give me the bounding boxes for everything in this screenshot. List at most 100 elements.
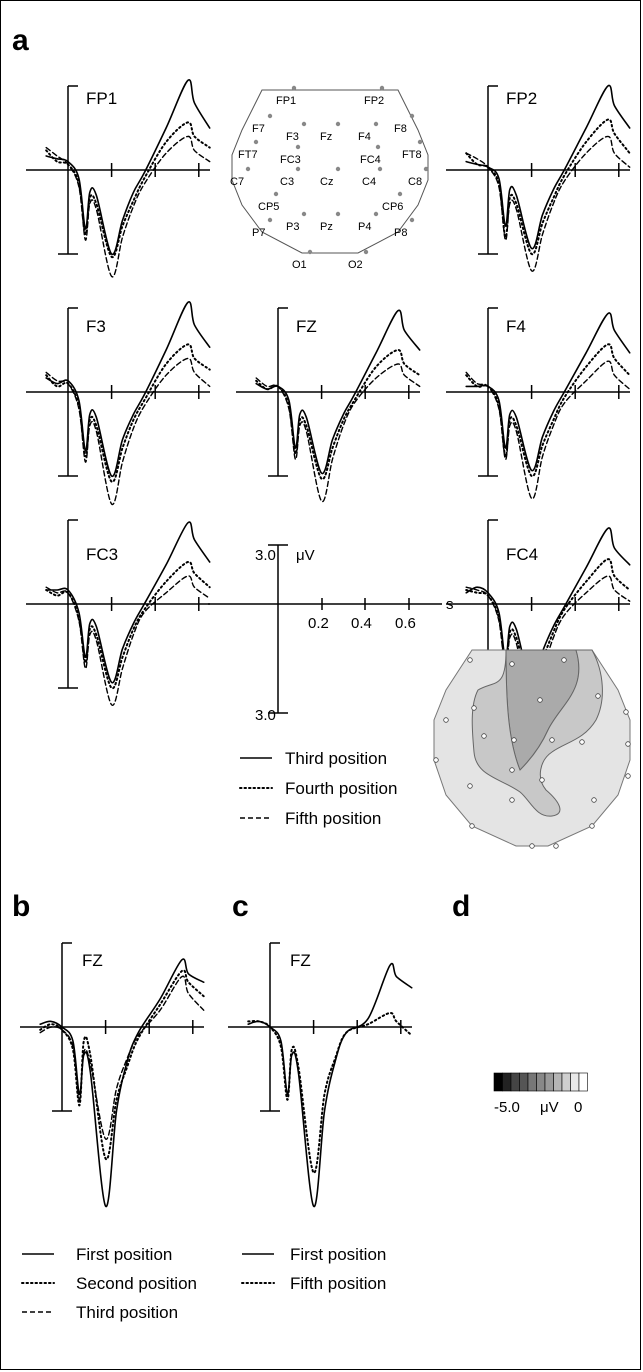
erp-series-third-position <box>45 521 211 684</box>
erp-plot-a-fp1 <box>26 79 211 278</box>
montage-dot <box>375 144 381 150</box>
legend-c-item-first: First position <box>290 1245 386 1264</box>
montage-label-cp6: CP6 <box>382 201 403 213</box>
montage-dot <box>335 166 341 172</box>
electrode-label-fc4: FC4 <box>506 545 538 564</box>
erp-series-fourth-position <box>45 560 211 690</box>
montage-label-c3: C3 <box>280 176 294 188</box>
montage-label-fp1: FP1 <box>276 95 296 107</box>
electrode-label-c-fz: FZ <box>290 951 311 970</box>
montage-dot <box>379 85 385 91</box>
montage-label-pz: Pz <box>320 221 333 233</box>
colorbar-swatch <box>493 1072 503 1092</box>
topo-electrode-dot <box>549 737 555 743</box>
erp-series-fifth-position <box>45 135 211 278</box>
montage-label-c4: C4 <box>362 176 376 188</box>
topo-electrode-dot <box>469 823 475 829</box>
erp-series-fourth-position <box>465 118 631 256</box>
montage-dot <box>409 217 415 223</box>
erp-series-third-position <box>45 79 211 255</box>
erp-series-third-position <box>465 312 631 472</box>
topo-electrode-dot <box>467 783 473 789</box>
electrode-label-fc3: FC3 <box>86 545 118 564</box>
topo-electrode-dot <box>625 741 631 747</box>
colorbar-swatch <box>510 1072 520 1092</box>
erp-series-fifth-position <box>45 575 211 706</box>
montage-dot <box>373 121 379 127</box>
legend-a-item-fourth: Fourth position <box>285 779 397 798</box>
colorbar <box>493 1072 588 1092</box>
erp-plot-a-fc3 <box>26 519 211 706</box>
topo-electrode-dot <box>561 657 567 663</box>
montage-label-p4: P4 <box>358 221 371 233</box>
topo-electrode-dot <box>471 705 477 711</box>
electrode-label-f4: F4 <box>506 317 526 336</box>
scale-x-tick-0.2: 0.2 <box>308 615 329 632</box>
topo-electrode-dot <box>537 697 543 703</box>
montage-label-cp5: CP5 <box>258 201 279 213</box>
montage-label-ft7: FT7 <box>238 149 258 161</box>
montage-dot <box>267 217 273 223</box>
legend-c <box>241 1253 275 1284</box>
electrode-label-fp2: FP2 <box>506 89 537 108</box>
topo-electrode-dot <box>509 661 515 667</box>
colorbar-swatch <box>527 1072 537 1092</box>
erp-series-first-position <box>247 962 413 1208</box>
erp-series-fourth-position <box>45 121 211 258</box>
scale-y-bottom-label: 3.0 <box>255 707 276 724</box>
electrode-montage: FP1 FP2 F7 F3 Fz F4 F8 FT7 FC3 FC4 FT8 C7 C3 Cz C4 C8 CP… <box>230 85 429 271</box>
topo-electrode-dot <box>509 767 515 773</box>
montage-dot <box>373 211 379 217</box>
legend-a-item-fifth: Fifth position <box>285 809 381 828</box>
legend-a-item-third: Third position <box>285 749 387 768</box>
panel-label-a: a <box>12 24 29 57</box>
montage-label-c7: C7 <box>230 176 244 188</box>
erp-series-first-position <box>39 958 205 1208</box>
scale-bar <box>208 544 442 714</box>
montage-label-fz: Fz <box>320 131 332 143</box>
legend-b-item-first: First position <box>76 1245 172 1264</box>
montage-label-f4: F4 <box>358 131 371 143</box>
colorbar-swatch <box>519 1072 529 1092</box>
colorbar-swatch <box>502 1072 512 1092</box>
erp-series-third-position <box>39 975 205 1140</box>
colorbar-swatch <box>553 1072 563 1092</box>
montage-label-p7: P7 <box>252 227 265 239</box>
topo-electrode-dot <box>443 717 449 723</box>
erp-plots <box>20 79 631 1208</box>
colorbar-swatch <box>536 1072 546 1092</box>
erp-series-fourth-position <box>255 349 421 480</box>
montage-label-p3: P3 <box>286 221 299 233</box>
topo-electrode-dot <box>511 737 517 743</box>
montage-dot <box>295 166 301 172</box>
erp-series-fifth-position <box>465 135 631 272</box>
electrode-label-fp1: FP1 <box>86 89 117 108</box>
montage-dot <box>273 191 279 197</box>
colorbar-swatch <box>561 1072 571 1092</box>
electrode-label-f3: F3 <box>86 317 106 336</box>
erp-series-third-position <box>255 309 421 475</box>
montage-dot <box>267 113 273 119</box>
topo-electrode-dot <box>589 823 595 829</box>
electrode-label-fz: FZ <box>296 317 317 336</box>
montage-label-o1: O1 <box>292 259 307 271</box>
montage-label-c8: C8 <box>408 176 422 188</box>
montage-label-o2: O2 <box>348 259 363 271</box>
montage-dot <box>397 191 403 197</box>
legend-b <box>21 1253 55 1313</box>
colorbar-swatch <box>570 1072 580 1092</box>
topo-map-regions <box>433 649 631 849</box>
montage-label-f7: F7 <box>252 123 265 135</box>
topo-electrode-dot <box>433 757 439 763</box>
erp-series-third-position <box>465 84 631 250</box>
electrode-label-b-fz: FZ <box>82 951 103 970</box>
colorbar-max-label: 0 <box>574 1099 582 1116</box>
montage-dot <box>291 85 297 91</box>
topo-electrode-dot <box>467 657 473 663</box>
montage-dot <box>409 113 415 119</box>
montage-dot <box>295 144 301 150</box>
erp-series-fifth-position <box>465 360 631 500</box>
topo-electrode-dot <box>553 843 559 849</box>
scale-x-unit-label: s <box>446 596 454 613</box>
